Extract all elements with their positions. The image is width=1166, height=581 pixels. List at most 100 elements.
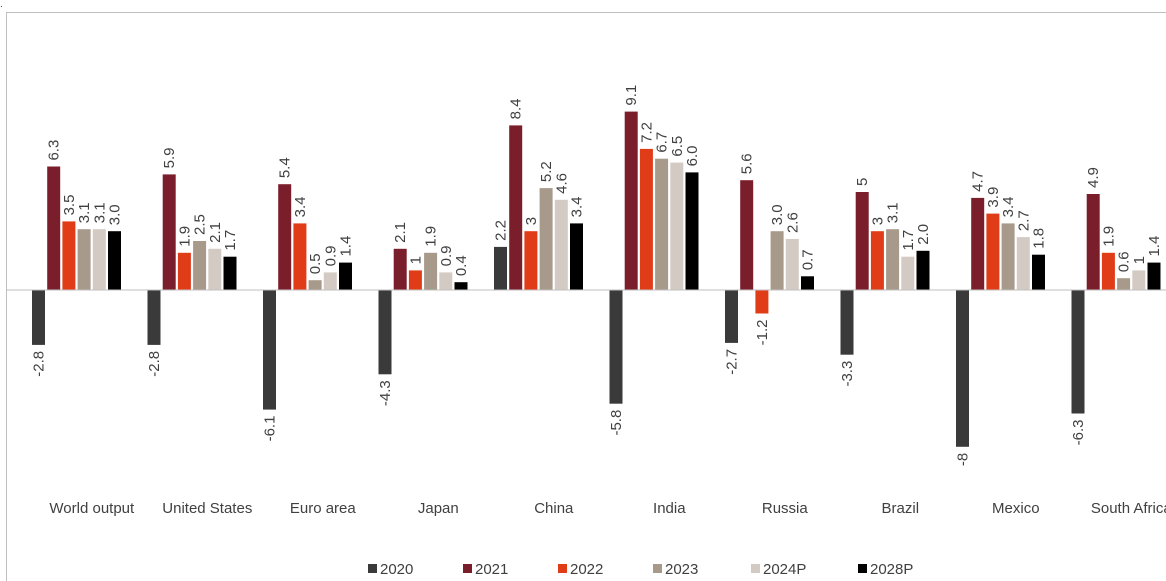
value-label-2022-4: 3: [523, 217, 540, 225]
value-label-2028P-1: 1.7: [222, 230, 239, 251]
value-label-2021-8: 4.7: [970, 171, 987, 192]
value-label-2028P-6: 0.7: [800, 249, 817, 270]
bar-2020-0: [32, 290, 45, 345]
bar-2024P-2: [323, 272, 337, 290]
bar-2020-9: [1071, 290, 1085, 414]
value-label-2022-1: 1.9: [176, 226, 193, 247]
value-label-2022-2: 3.4: [292, 197, 309, 218]
bar-2023-3: [424, 252, 438, 290]
legend-label-2020: 2020: [380, 561, 413, 578]
bar-2024P-7: [901, 256, 915, 290]
value-label-2020-9: -6.3: [1070, 419, 1087, 445]
value-label-2023-8: 3.4: [1000, 197, 1017, 218]
bar-2021-9: [1086, 194, 1100, 290]
bar-2022-9: [1101, 252, 1115, 290]
bar-2020-5: [609, 290, 623, 404]
category-label-8: Mexico: [992, 500, 1040, 517]
value-label-2022-7: 3: [869, 217, 886, 225]
legend-label-2024P: 2024P: [763, 561, 806, 578]
value-label-2023-5: 6.7: [654, 132, 671, 153]
bar-2021-0: [47, 166, 61, 290]
bar-2024P-3: [439, 272, 453, 290]
category-label-2: Euro area: [290, 500, 357, 517]
value-label-2020-0: -2.8: [31, 351, 48, 377]
bar-2028P-3: [454, 282, 468, 290]
value-labels-layer: -2.86.33.53.13.13.0-2.85.91.92.52.11.7-6…: [31, 85, 1164, 466]
value-label-2022-5: 7.2: [638, 122, 655, 143]
legend-swatch-2024P: [751, 564, 760, 573]
value-label-2024P-7: 1.7: [900, 230, 917, 251]
bar-2024P-6: [785, 239, 799, 290]
value-label-2023-0: 3.1: [76, 202, 93, 223]
bar-2021-7: [855, 192, 869, 290]
category-label-7: Brazil: [882, 500, 920, 517]
value-label-2024P-0: 3.1: [91, 202, 108, 223]
value-label-2023-7: 3.1: [885, 202, 902, 223]
value-label-2028P-0: 3.0: [107, 204, 124, 225]
bar-2021-5: [624, 111, 638, 290]
value-label-2022-8: 3.9: [985, 187, 1002, 208]
bar-2022-4: [524, 231, 538, 290]
bar-2028P-9: [1147, 262, 1161, 290]
value-label-2022-3: 1: [407, 256, 424, 264]
bar-2023-2: [308, 280, 322, 290]
value-label-2028P-2: 1.4: [338, 236, 355, 257]
bar-2022-2: [293, 223, 307, 290]
value-label-2020-6: -2.7: [724, 349, 741, 375]
bar-2023-9: [1117, 278, 1131, 290]
category-label-9: South Africa: [1091, 500, 1166, 517]
bar-2020-8: [956, 290, 969, 447]
bar-2024P-5: [670, 162, 684, 290]
bar-2028P-5: [685, 172, 699, 290]
bar-2023-8: [1001, 223, 1015, 290]
bar-2022-0: [62, 221, 76, 290]
bar-2022-3: [408, 270, 422, 290]
value-label-2023-2: 0.5: [307, 253, 324, 274]
bar-2024P-4: [554, 199, 568, 290]
value-label-2028P-5: 6.0: [684, 146, 701, 167]
category-label-4: China: [534, 500, 574, 517]
bar-2021-8: [971, 197, 985, 290]
legend-label-2021: 2021: [475, 561, 508, 578]
bar-2028P-4: [570, 223, 583, 290]
legend-swatch-2028P: [858, 564, 867, 573]
bar-2020-1: [147, 290, 161, 345]
value-label-2024P-2: 0.9: [322, 246, 339, 267]
value-label-2021-2: 5.4: [277, 157, 294, 178]
category-label-5: India: [653, 500, 686, 517]
legend-label-2022: 2022: [570, 561, 603, 578]
bar-2024P-1: [208, 248, 222, 290]
bar-2028P-8: [1032, 254, 1045, 290]
value-label-2020-1: -2.8: [146, 351, 163, 377]
legend-swatch-2023: [653, 564, 662, 573]
value-label-2020-3: -4.3: [377, 380, 394, 406]
value-label-2020-2: -6.1: [262, 416, 279, 442]
value-label-2021-5: 9.1: [623, 85, 640, 106]
bar-2020-6: [725, 290, 738, 343]
bar-2028P-2: [339, 262, 352, 290]
value-label-2021-7: 5: [854, 178, 871, 186]
bar-2022-8: [986, 213, 1000, 290]
bar-2021-2: [278, 184, 292, 290]
bar-2022-6: [755, 290, 769, 314]
value-label-2024P-9: 1: [1131, 256, 1148, 264]
value-label-2024P-5: 6.5: [669, 136, 686, 157]
bar-2020-2: [263, 290, 276, 410]
value-label-2023-1: 2.5: [192, 214, 209, 235]
bar-2022-7: [870, 231, 884, 290]
value-label-2023-3: 1.9: [423, 226, 440, 247]
legend-label-2023: 2023: [665, 561, 698, 578]
bar-2028P-0: [108, 231, 121, 290]
bar-2022-5: [639, 148, 653, 290]
value-label-2028P-8: 1.8: [1031, 228, 1048, 249]
value-label-2024P-4: 4.6: [553, 173, 570, 194]
bar-2024P-9: [1132, 270, 1146, 290]
bar-2023-7: [886, 229, 900, 290]
value-label-2028P-7: 2.0: [915, 224, 932, 245]
value-label-2020-7: -3.3: [839, 361, 856, 387]
bar-2022-1: [177, 252, 191, 290]
value-label-2024P-6: 2.6: [784, 212, 801, 233]
value-label-2023-4: 5.2: [538, 161, 555, 182]
category-label-3: Japan: [418, 500, 459, 517]
